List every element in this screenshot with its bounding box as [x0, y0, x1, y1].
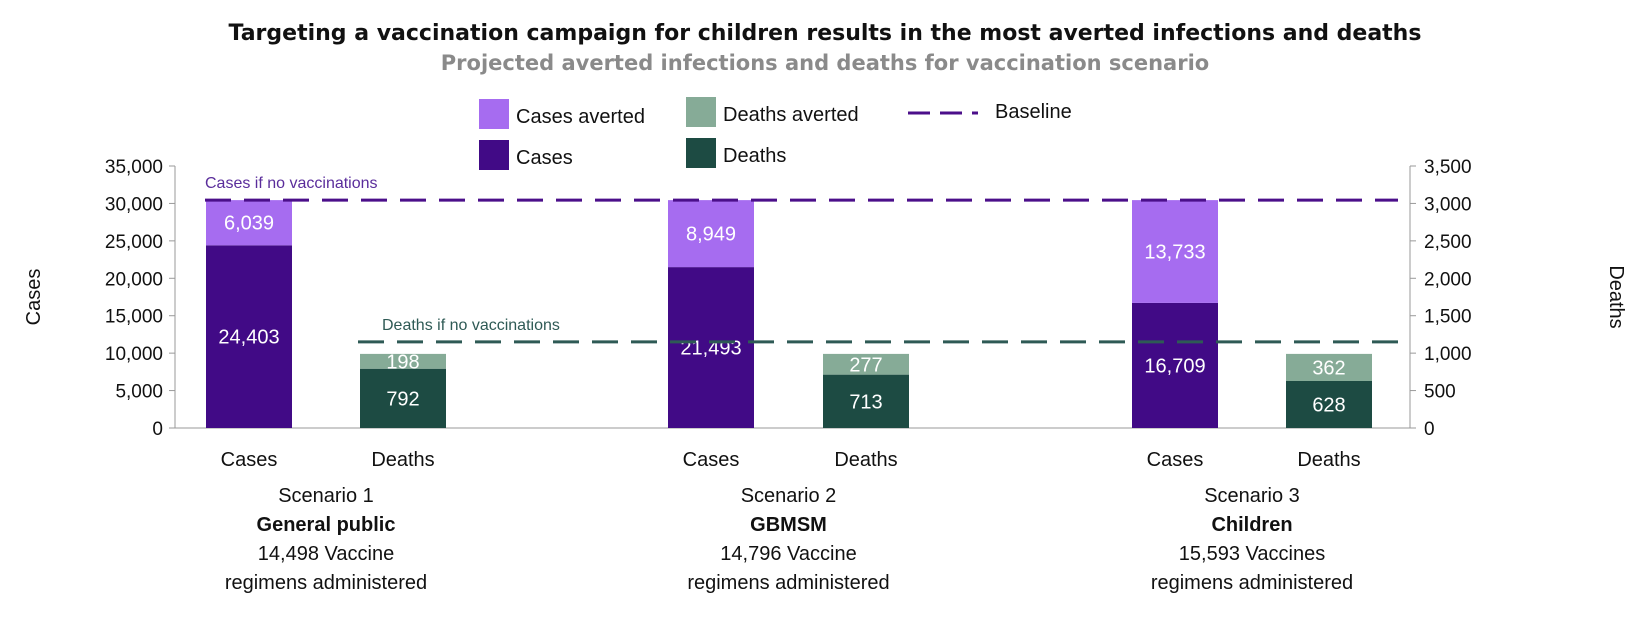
cases-averted-data-label: 6,039: [224, 213, 274, 235]
cases-baseline-label: Cases if no vaccinations: [205, 175, 378, 192]
legend-label-baseline: Baseline: [995, 101, 1072, 123]
cases-bar: [668, 267, 754, 428]
deaths-data-label: 792: [386, 388, 419, 410]
scenario-vaccines-line2: regimens administered: [225, 572, 427, 594]
scenario-name: Scenario 2: [741, 485, 837, 507]
deaths-data-label: 628: [1312, 394, 1345, 416]
category-label-deaths: Deaths: [1297, 449, 1360, 471]
cases-averted-data-label: 8,949: [686, 224, 736, 246]
deaths-averted-data-label: 277: [849, 354, 882, 376]
deaths-averted-bar: [823, 353, 909, 375]
scenario-vaccines: 14,796 Vaccine: [720, 543, 856, 565]
cases-data-label: 24,403: [218, 327, 279, 349]
left-tick-label: 25,000: [105, 232, 163, 253]
category-label-cases: Cases: [221, 449, 278, 471]
left-tick-label: 5,000: [115, 382, 163, 403]
deaths-averted-bar: [360, 353, 446, 369]
axes: 0 5,000 10,000 15,000 20,000 25,000 30,000 35,0…: [23, 157, 1627, 440]
right-axis-title: Deaths: [1605, 265, 1627, 328]
cases-bar: [1132, 302, 1218, 428]
left-tick-label: 0: [152, 419, 163, 440]
legend-label-cases: Cases: [516, 147, 573, 169]
right-tick-label: 3,000: [1424, 194, 1472, 215]
right-tick-label: 2,000: [1424, 269, 1472, 290]
left-tick-label: 35,000: [105, 157, 163, 178]
scenario-vaccines-line2: regimens administered: [1151, 572, 1353, 594]
category-label-cases: Cases: [1147, 449, 1204, 471]
scenario-name: Scenario 3: [1204, 485, 1300, 507]
legend-swatch-cases-averted: [479, 99, 509, 129]
left-tick-label: 10,000: [105, 344, 163, 365]
deaths-averted-bar: [1286, 353, 1372, 381]
left-tick-label: 20,000: [105, 269, 163, 290]
left-axis-title: Cases: [23, 269, 45, 326]
left-tick-label: 30,000: [105, 194, 163, 215]
cases-bar: [206, 245, 292, 428]
cases-averted-bar: [206, 200, 292, 246]
chart-subtitle: Projected averted infections and deaths …: [441, 51, 1209, 75]
scenario-group: General public: [257, 514, 396, 536]
scenario-vaccines: 14,498 Vaccine: [258, 543, 394, 565]
scenario-vaccines-line2: regimens administered: [687, 572, 889, 594]
right-tick-label: 3,500: [1424, 157, 1472, 178]
deaths-data-label: 713: [849, 391, 882, 413]
baselines: Cases if no vaccinations Deaths if no vac…: [205, 175, 1398, 344]
deaths-bar: [823, 374, 909, 428]
cases-data-label: 16,709: [1144, 355, 1205, 377]
deaths-bar: [360, 368, 446, 428]
legend-label-deaths-averted: Deaths averted: [723, 104, 859, 126]
scenario-name: Scenario 1: [278, 485, 374, 507]
deaths-averted-data-label: 198: [386, 351, 419, 373]
category-label-deaths: Deaths: [834, 449, 897, 471]
x-labels: Cases Deaths Scenario 1 General public 14,49…: [221, 449, 1361, 594]
right-tick-label: 500: [1424, 382, 1456, 403]
chart-title: Targeting a vaccination campaign for chi…: [229, 21, 1422, 46]
scenario-vaccines: 15,593 Vaccines: [1179, 543, 1325, 565]
deaths-baseline-label: Deaths if no vaccinations: [382, 317, 560, 334]
legend-label-deaths: Deaths: [723, 145, 786, 167]
scenario-group: GBMSM: [750, 514, 827, 536]
legend-label-cases-averted: Cases averted: [516, 106, 645, 128]
category-label-deaths: Deaths: [371, 449, 434, 471]
cases-averted-bar: [1132, 200, 1218, 303]
legend: Cases averted Deaths averted Baseline Cases…: [479, 97, 1072, 170]
cases-averted-data-label: 13,733: [1144, 242, 1205, 264]
right-tick-label: 0: [1424, 419, 1435, 440]
deaths-bar: [1286, 380, 1372, 428]
left-tick-label: 15,000: [105, 307, 163, 328]
deaths-averted-data-label: 362: [1312, 357, 1345, 379]
cases-averted-bar: [668, 200, 754, 268]
right-tick-label: 1,000: [1424, 344, 1472, 365]
legend-swatch-deaths-averted: [686, 97, 716, 127]
legend-swatch-cases: [479, 140, 509, 170]
category-label-cases: Cases: [683, 449, 740, 471]
right-tick-label: 1,500: [1424, 307, 1472, 328]
right-tick-label: 2,500: [1424, 232, 1472, 253]
scenario-group: Children: [1211, 514, 1292, 536]
legend-swatch-deaths: [686, 138, 716, 168]
